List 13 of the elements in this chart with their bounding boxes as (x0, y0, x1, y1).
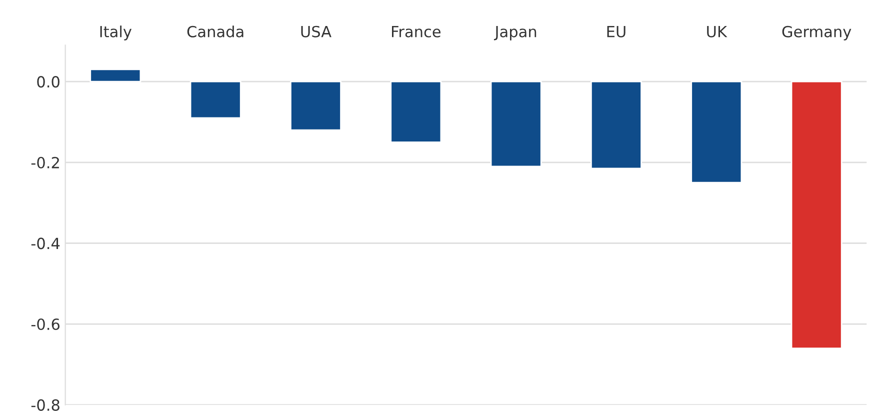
x-tick-label: France (392, 26, 440, 38)
x-tick-label: UK (707, 26, 728, 38)
x-tick-label: Canada (187, 26, 244, 38)
y-tick-label: -0.8 (31, 399, 60, 411)
y-tick-label: -0.2 (31, 156, 59, 168)
x-tick-label: Japan (494, 26, 536, 40)
y-tick-label: -0.4 (31, 238, 60, 250)
x-tick-label: EU (607, 26, 626, 38)
y-tick-label: -0.6 (31, 318, 60, 330)
y-tick-label: 0.0 (37, 76, 60, 88)
x-tick-label: USA (301, 26, 332, 38)
x-tick-label: Italy (100, 26, 132, 40)
x-tick-label: Germany (782, 26, 852, 40)
